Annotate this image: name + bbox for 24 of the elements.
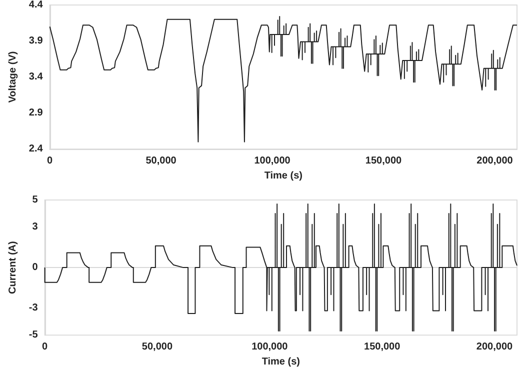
- x-tick-label: 50,000: [146, 156, 177, 167]
- x-tick-label: 100,000: [252, 342, 288, 353]
- y-tick-label: 3: [32, 222, 38, 233]
- x-tick-label: 200,000: [476, 156, 514, 167]
- y-tick-label: -3: [28, 302, 38, 314]
- y-tick-label: 4.4: [28, 0, 44, 10]
- x-axis-title: Time (s): [262, 356, 300, 368]
- y-tick-label: 3.4: [28, 72, 44, 83]
- x-tick-label: 50,000: [142, 342, 173, 353]
- y-tick-label: -5: [28, 330, 38, 341]
- x-axis-title: Time (s): [264, 170, 302, 182]
- y-tick-label: 5: [32, 194, 38, 206]
- x-tick-label: 150,000: [364, 342, 401, 353]
- line-series: [49, 16, 518, 142]
- x-tick-label: 200,000: [476, 342, 514, 353]
- y-tick-label: 0: [32, 262, 38, 274]
- x-tick-label: 150,000: [365, 156, 402, 167]
- x-tick-label: 100,000: [254, 156, 291, 167]
- x-tick-label: 0: [47, 156, 54, 167]
- y-tick-label: 2.4: [28, 144, 44, 155]
- y-tick-label: 2.9: [28, 108, 44, 119]
- y-tick-label: 3.9: [28, 36, 44, 47]
- y-axis-title: Current (A): [8, 241, 18, 294]
- y-axis-title: Voltage (V): [8, 51, 18, 103]
